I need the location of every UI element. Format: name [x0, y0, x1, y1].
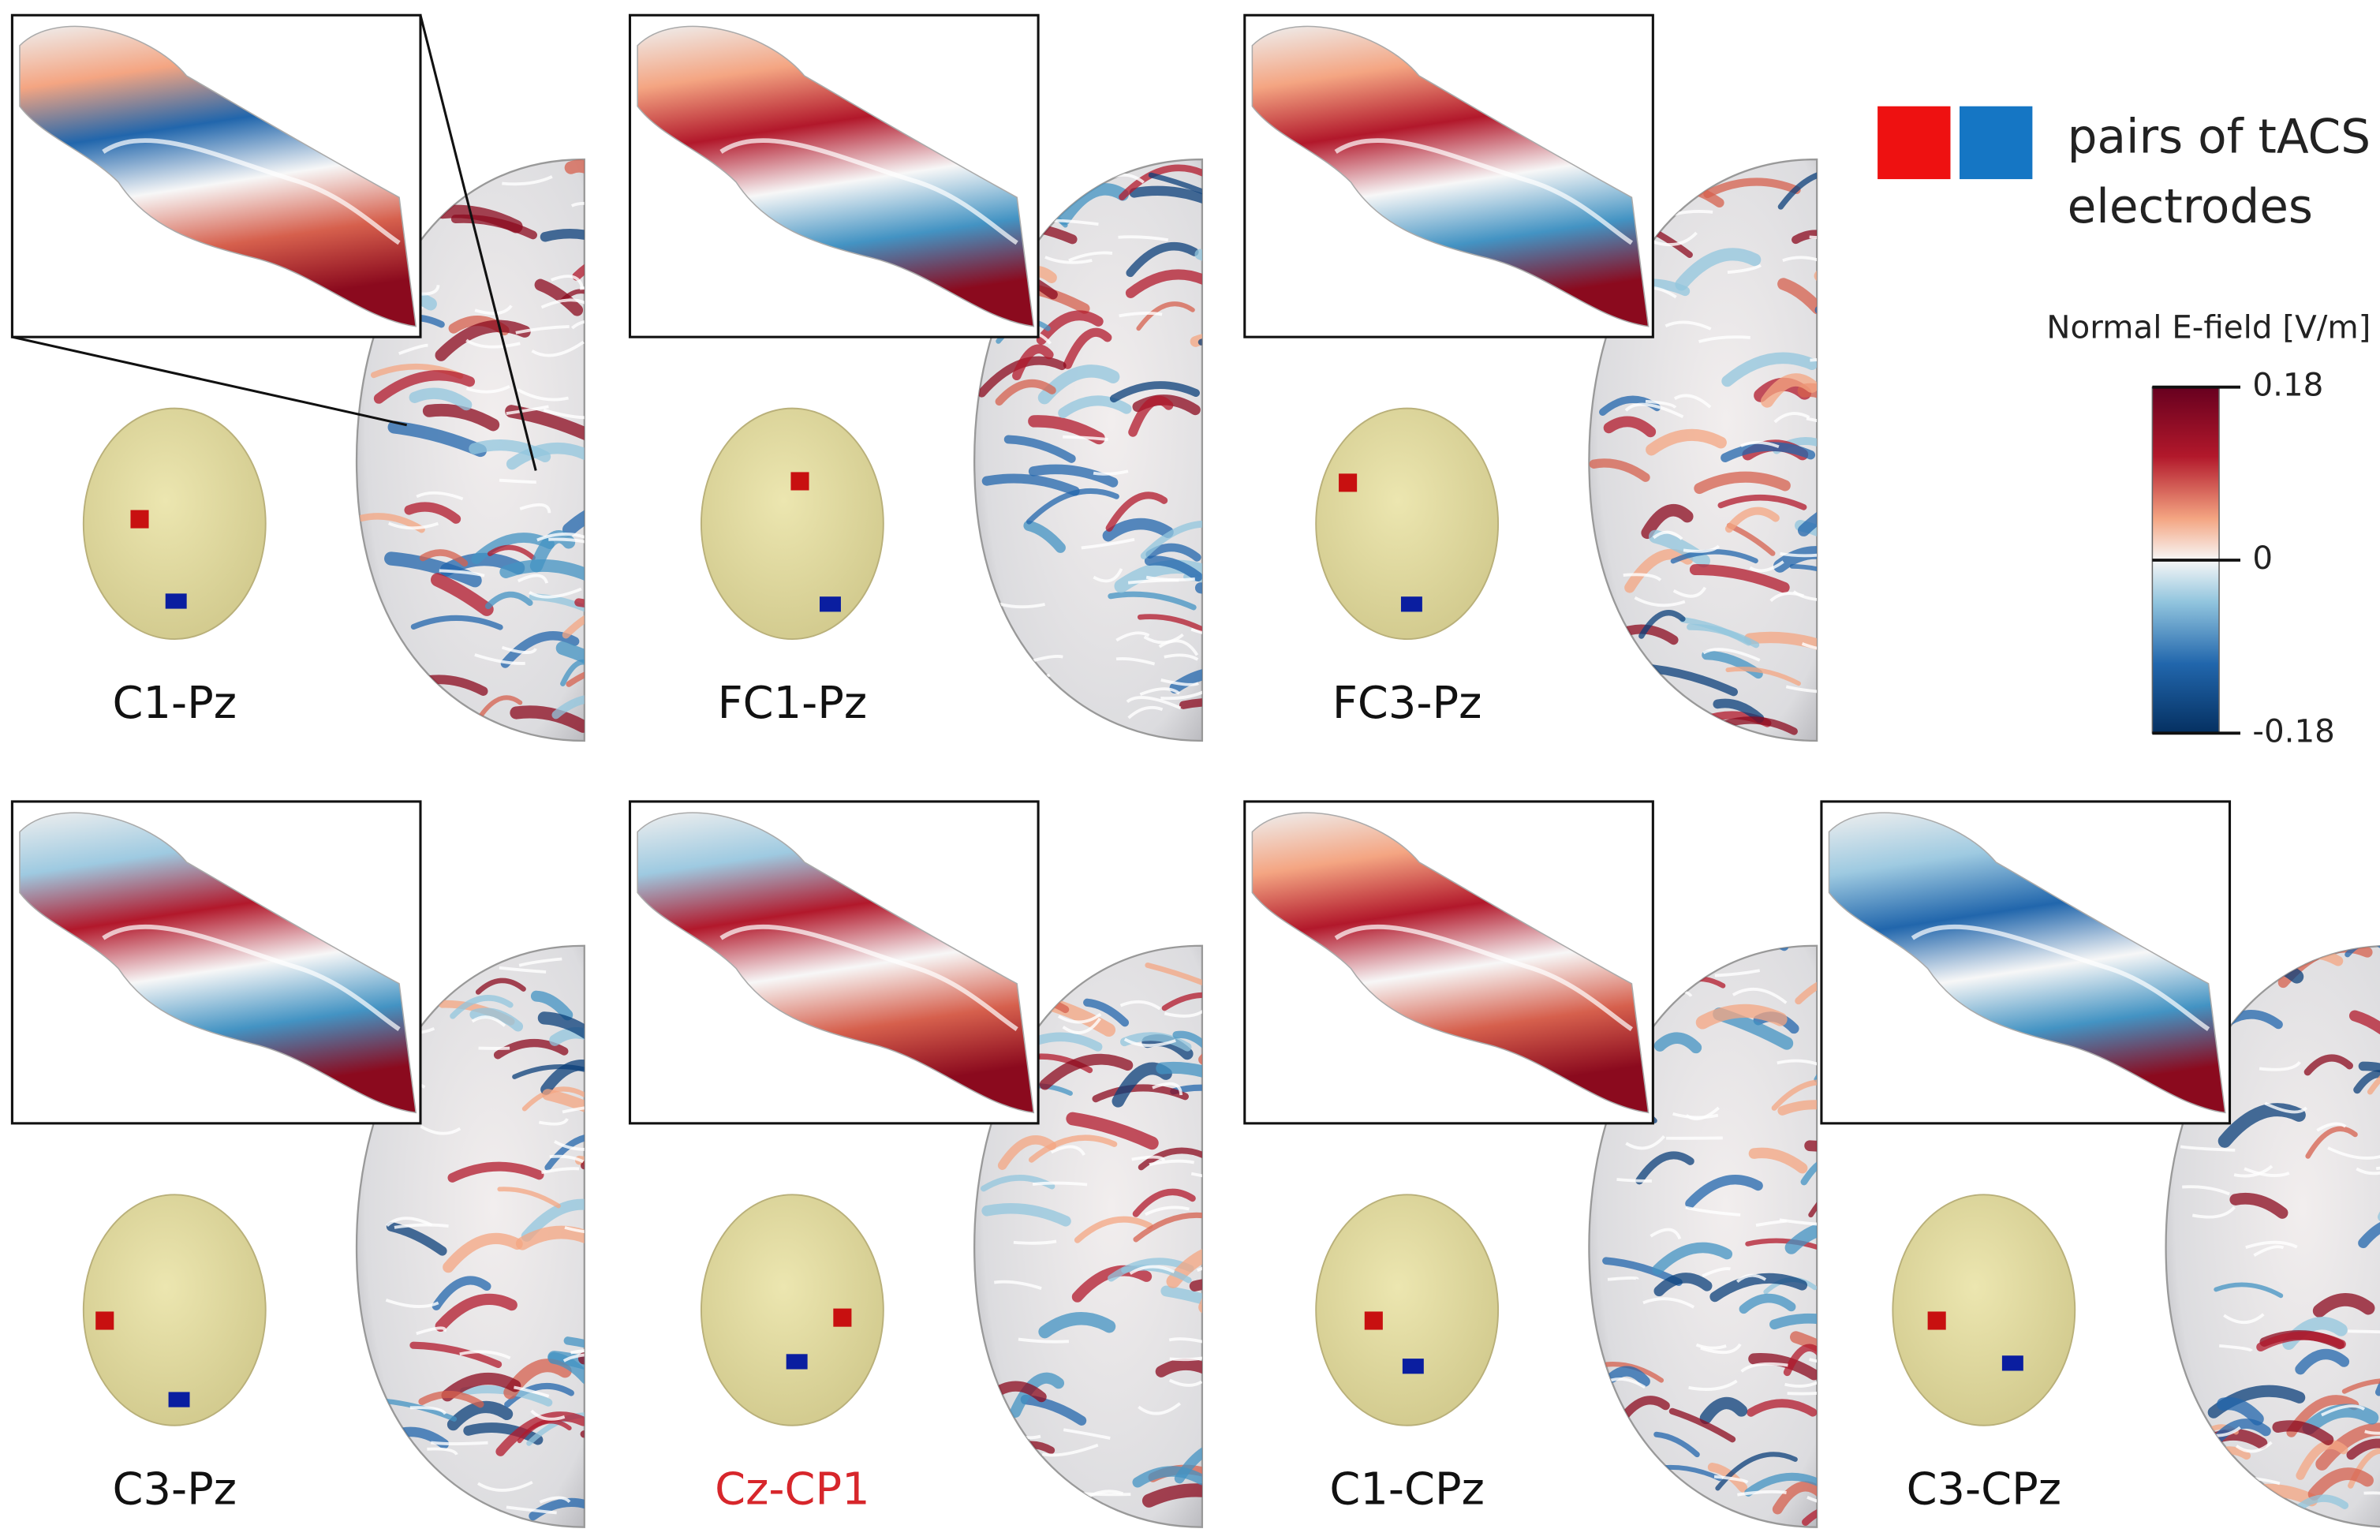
- sulcus: [988, 1467, 1027, 1474]
- panel-label: C3-CPz: [1907, 1464, 2061, 1516]
- sulcus: [1616, 1179, 1651, 1181]
- colorbar-title: Normal E-field [V/m]: [2046, 308, 2371, 346]
- gyrus-field: [580, 1161, 669, 1184]
- legend-text: electrodes: [2068, 180, 2313, 234]
- gyrus-field: [1811, 1185, 1866, 1215]
- gyrus-field: [1196, 337, 1257, 348]
- legend-swatch-red: [1877, 107, 1950, 179]
- sulcus: [2348, 1331, 2380, 1333]
- panel-label: Cz-CP1: [715, 1464, 869, 1516]
- panel: C1-Pz: [12, 15, 654, 741]
- sulcus: [1619, 686, 1670, 697]
- panel-label: C1-CPz: [1329, 1464, 1484, 1516]
- colorbar-tick-label: 0: [2252, 539, 2273, 577]
- electrode-red: [833, 1309, 851, 1327]
- legend-text: pairs of tACS: [2068, 110, 2371, 165]
- head: [1892, 1194, 2075, 1425]
- sulcus: [1608, 1278, 1638, 1280]
- gyrus-field: [588, 394, 642, 408]
- panel-label: C3-Pz: [113, 1464, 237, 1516]
- sulcus: [1197, 1265, 1241, 1271]
- gyrus-field: [364, 1457, 438, 1486]
- gyrus-field: [1810, 1146, 1894, 1165]
- electrode-red: [130, 510, 148, 529]
- sulcus: [1649, 180, 1697, 183]
- electrode-blue: [1403, 1359, 1424, 1374]
- gyrus-field: [1083, 1511, 1124, 1532]
- colorbar-tick-label: -0.18: [2252, 712, 2335, 749]
- zoom-line: [12, 337, 406, 425]
- sulcus: [431, 1443, 488, 1445]
- legend-swatch-blue: [1960, 107, 2032, 179]
- electrode-blue: [169, 1392, 190, 1407]
- gyrus-field: [585, 1140, 663, 1165]
- gyrus-field: [1205, 1279, 1242, 1307]
- electrode-red: [1339, 473, 1357, 492]
- gyrus-field: [2198, 1490, 2270, 1515]
- sulcus: [2180, 1486, 2225, 1490]
- gyrus-field: [1195, 1282, 1283, 1294]
- colorbar-tick-label: 0.18: [2252, 366, 2323, 404]
- sulcus: [991, 678, 1019, 686]
- sulcus: [1033, 1183, 1087, 1185]
- gyrus-field: [1200, 254, 1238, 279]
- gyrus-field: [1819, 297, 1909, 310]
- electrode-blue: [166, 593, 187, 608]
- head: [701, 1194, 884, 1425]
- sulcus: [2252, 1507, 2283, 1508]
- electrode-blue: [1401, 596, 1422, 611]
- sulcus: [499, 480, 536, 482]
- electrode-red: [790, 472, 809, 490]
- gyrus-field: [1201, 338, 1266, 350]
- panel: Cz-CP1: [630, 802, 1283, 1531]
- electrode-blue: [786, 1354, 808, 1369]
- gyrus-field: [1620, 1460, 1656, 1477]
- panel: FC1-Pz: [630, 15, 1291, 741]
- panel: FC3-Pz: [1245, 15, 1909, 741]
- gyrus-field: [585, 1359, 668, 1381]
- head: [84, 1194, 266, 1425]
- electrode-blue: [820, 596, 841, 611]
- gyrus-field: [578, 603, 652, 626]
- sulcus: [997, 675, 1050, 684]
- sulcus: [1810, 237, 1856, 238]
- gyrus-field: [2251, 961, 2297, 977]
- gyrus-field: [584, 1434, 656, 1459]
- electrode-red: [95, 1311, 114, 1329]
- panel-label: FC3-Pz: [1332, 678, 1482, 729]
- gyrus-field: [1820, 252, 1874, 275]
- panel: C3-Pz: [12, 802, 668, 1527]
- gyrus-field: [1206, 492, 1291, 519]
- gyrus-field: [1597, 708, 1658, 720]
- gyrus-field: [1201, 588, 1289, 614]
- gyrus-field: [2232, 1490, 2311, 1501]
- panel-label: C1-Pz: [113, 678, 237, 729]
- panel: C3-CPz: [1821, 802, 2380, 1527]
- gyrus-field: [1626, 1520, 1681, 1537]
- gyrus-field: [361, 683, 436, 693]
- panel-label: FC1-Pz: [718, 678, 868, 729]
- gyrus-field: [2217, 1501, 2273, 1512]
- panel: C1-CPz: [1245, 802, 1895, 1537]
- head: [1316, 1194, 1498, 1425]
- gyrus-field: [2188, 1450, 2247, 1482]
- electrode-red: [1928, 1311, 1946, 1329]
- electrode-red: [1365, 1311, 1383, 1329]
- head: [701, 409, 884, 639]
- gyrus-field: [986, 1445, 1052, 1474]
- electrode-blue: [2002, 1355, 2023, 1370]
